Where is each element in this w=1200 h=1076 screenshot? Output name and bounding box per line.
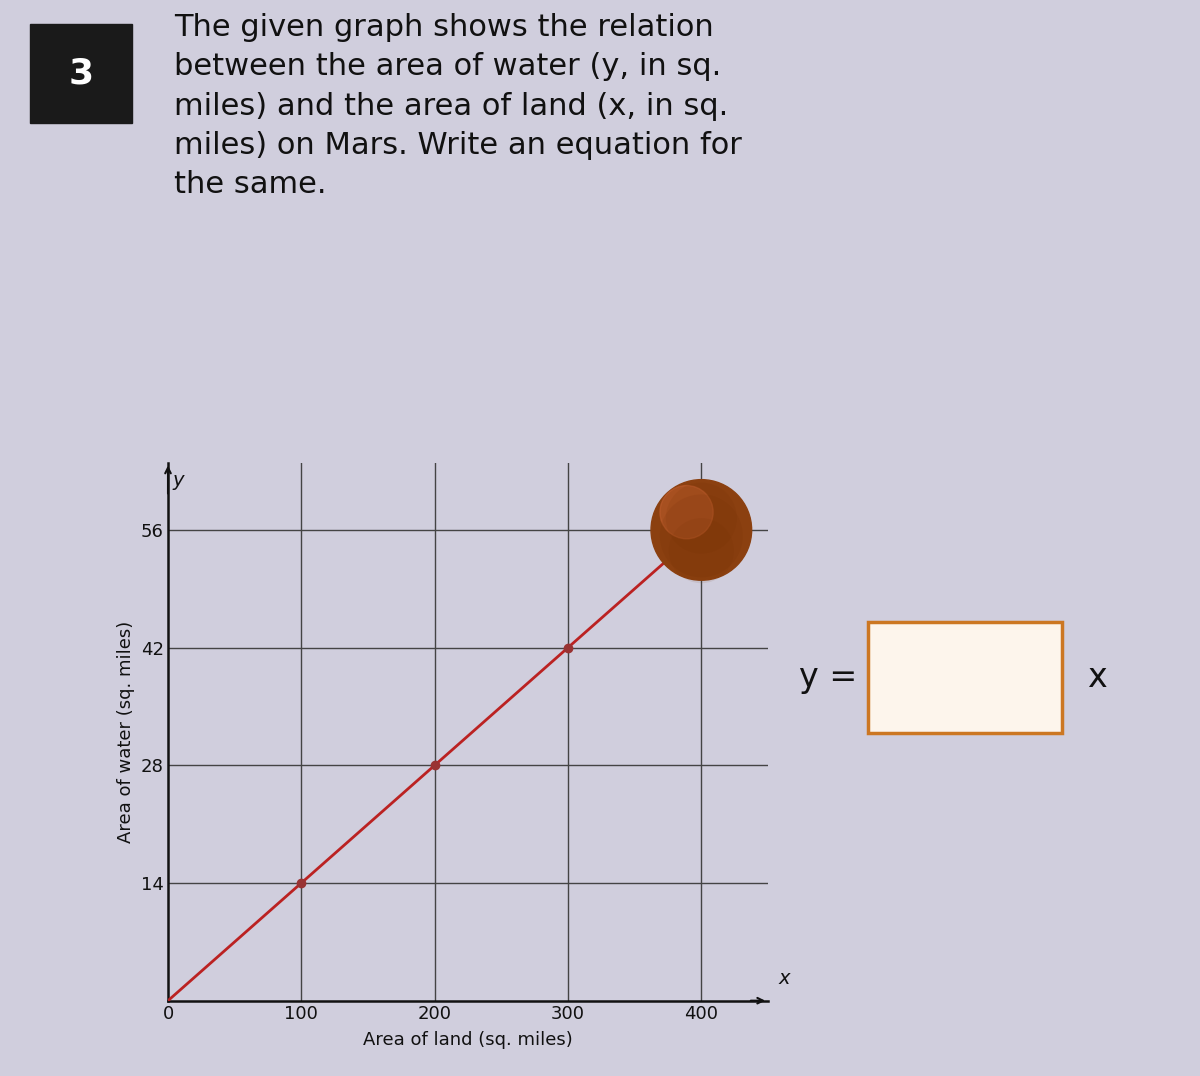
FancyBboxPatch shape bbox=[30, 24, 132, 123]
Text: The given graph shows the relation
between the area of water (y, in sq.
miles) a: The given graph shows the relation betwe… bbox=[174, 13, 742, 199]
Circle shape bbox=[652, 480, 751, 580]
Text: 3: 3 bbox=[70, 56, 94, 90]
FancyBboxPatch shape bbox=[868, 622, 1062, 734]
X-axis label: Area of land (sq. miles): Area of land (sq. miles) bbox=[364, 1031, 572, 1049]
Text: y: y bbox=[172, 471, 184, 490]
Circle shape bbox=[660, 485, 713, 539]
Circle shape bbox=[666, 482, 737, 553]
Circle shape bbox=[668, 518, 734, 583]
Y-axis label: Area of water (sq. miles): Area of water (sq. miles) bbox=[118, 621, 136, 843]
Text: x: x bbox=[779, 969, 790, 988]
Text: y =: y = bbox=[799, 662, 858, 694]
Text: x: x bbox=[1087, 662, 1106, 694]
Circle shape bbox=[660, 494, 743, 577]
